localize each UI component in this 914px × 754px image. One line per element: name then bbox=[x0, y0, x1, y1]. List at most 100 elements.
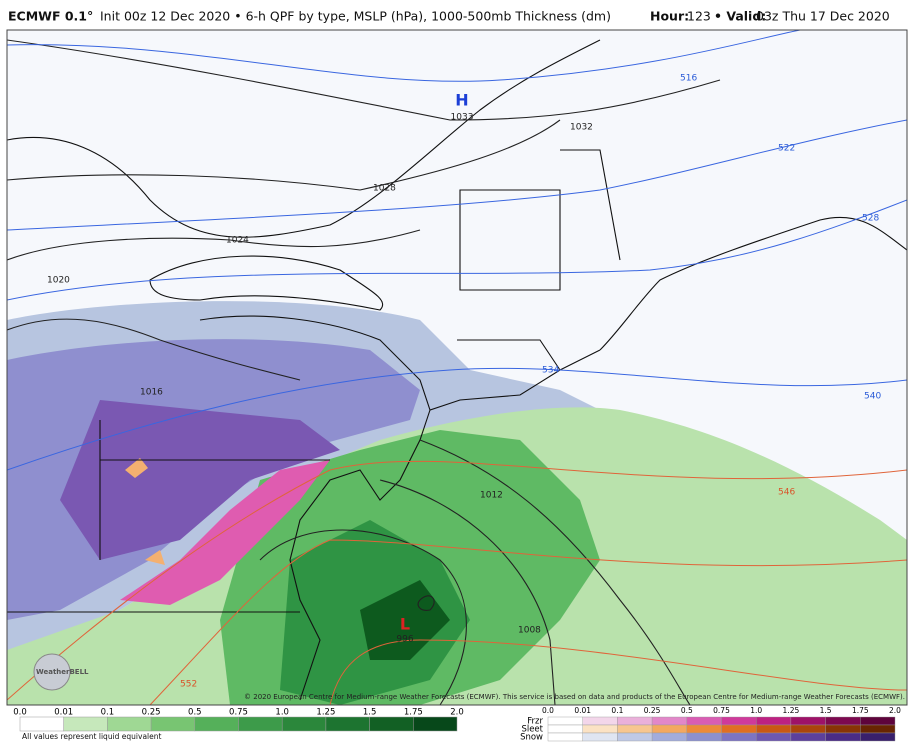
mix-color-bin bbox=[547, 724, 583, 734]
mix-color-bin bbox=[860, 724, 896, 734]
isobar-label: 1008 bbox=[518, 626, 541, 636]
mix-tick-label: 0.1 bbox=[611, 706, 623, 715]
isobar-label: 1024 bbox=[226, 236, 249, 246]
isobar-label: 1032 bbox=[570, 123, 593, 133]
thickness-cold bbox=[7, 30, 907, 471]
rain-tick-label: 1.75 bbox=[404, 708, 423, 718]
mix-color-bin bbox=[790, 724, 826, 734]
mix-color-bin bbox=[756, 732, 792, 742]
mix-tick-label: 0.75 bbox=[713, 706, 730, 715]
isobar-label: 1020 bbox=[47, 276, 70, 286]
map: H 1033 L 996 1032 1028 1024 1020 1016 10… bbox=[6, 29, 908, 706]
isobar-label: 1012 bbox=[480, 491, 503, 501]
mix-color-bin bbox=[582, 724, 618, 734]
mix-tick-label: 0.01 bbox=[574, 706, 591, 715]
logo bbox=[33, 653, 71, 691]
mix-color-bin bbox=[860, 716, 896, 726]
mix-color-bin bbox=[756, 716, 792, 726]
mix-color-bin bbox=[582, 716, 618, 726]
isobar-label: 1028 bbox=[373, 184, 396, 194]
valid-label: • Valid: bbox=[714, 9, 766, 24]
mix-color-bin bbox=[651, 732, 687, 742]
mix-color-bin bbox=[651, 724, 687, 734]
mix-tick-label: 0.25 bbox=[644, 706, 661, 715]
copyright: © 2020 European Centre for Medium-range … bbox=[244, 693, 905, 701]
mix-color-bin bbox=[825, 732, 861, 742]
rain-tick-label: 0.25 bbox=[142, 708, 161, 718]
rain-color-bin bbox=[150, 716, 196, 732]
mix-color-bin bbox=[721, 724, 757, 734]
mix-color-bin bbox=[721, 716, 757, 726]
rain-tick-label: 2.0 bbox=[450, 708, 464, 718]
mix-row-label: Sleet bbox=[521, 725, 543, 735]
mix-color-bin bbox=[547, 716, 583, 726]
mix-color-bin bbox=[617, 724, 653, 734]
isobars bbox=[7, 39, 721, 705]
mix-color-bin bbox=[756, 724, 792, 734]
high-symbol: H bbox=[455, 91, 468, 110]
rain-color-bin bbox=[325, 716, 370, 732]
mix-tick-label: 0.0 bbox=[542, 706, 554, 715]
mix-color-bin bbox=[825, 724, 861, 734]
mix-color-bin bbox=[825, 716, 861, 726]
mix-color-bin bbox=[617, 732, 653, 742]
thickness-label: 528 bbox=[862, 214, 879, 224]
isobar-label: 1016 bbox=[140, 388, 163, 398]
rain-tick-label: 0.75 bbox=[229, 708, 248, 718]
mix-row-label: Frzr bbox=[527, 717, 543, 727]
mix-color-bin bbox=[860, 732, 896, 742]
map-description: Init 00z 12 Dec 2020 • 6-h QPF by type, … bbox=[100, 9, 611, 24]
coastlines bbox=[7, 39, 907, 701]
rain-color-bin bbox=[63, 716, 108, 732]
mix-tick-label: 2.0 bbox=[889, 706, 901, 715]
high-pressure: 1033 bbox=[451, 113, 474, 123]
freezing-rain bbox=[120, 460, 330, 605]
mix-tick-label: 1.25 bbox=[783, 706, 800, 715]
mix-color-bin bbox=[686, 724, 722, 734]
hour-value: 123 bbox=[687, 9, 711, 24]
map-frame bbox=[6, 29, 908, 706]
rain-color-bin bbox=[281, 716, 327, 732]
mix-color-bin bbox=[651, 716, 687, 726]
mix-color-bin bbox=[686, 732, 722, 742]
mix-color-bin bbox=[790, 732, 826, 742]
mix-color-bin bbox=[547, 732, 583, 742]
mix-color-bin bbox=[617, 716, 653, 726]
mix-color-bin bbox=[721, 732, 757, 742]
mix-color-bin bbox=[790, 716, 826, 726]
rain-tick-label: 1.0 bbox=[275, 708, 289, 718]
thickness-warm bbox=[7, 460, 907, 705]
valid-value: 03z Thu 17 Dec 2020 bbox=[756, 9, 890, 24]
sleet bbox=[125, 458, 165, 565]
low-symbol: L bbox=[400, 615, 410, 634]
thickness-label: 534 bbox=[542, 366, 559, 376]
rain-color-bin bbox=[369, 716, 414, 732]
low-pressure: 996 bbox=[396, 635, 413, 645]
mix-tick-label: 1.5 bbox=[820, 706, 832, 715]
rain-color-bin bbox=[413, 716, 458, 732]
thickness-label: 522 bbox=[778, 144, 795, 154]
rain-tick-label: 0.1 bbox=[101, 708, 115, 718]
thickness-label: 540 bbox=[864, 392, 881, 402]
mix-tick-label: 0.5 bbox=[681, 706, 693, 715]
rain-color-bin bbox=[194, 716, 239, 732]
rain-color-bin bbox=[238, 716, 283, 732]
legend-note: All values represent liquid equivalent bbox=[22, 732, 161, 741]
thickness-label: 546 bbox=[778, 488, 795, 498]
thickness-label: 516 bbox=[680, 74, 697, 84]
mix-tick-label: 1.0 bbox=[750, 706, 762, 715]
hour-label: Hour: bbox=[650, 9, 689, 24]
logo-text: WeatherBELL bbox=[36, 668, 89, 676]
rain-tick-label: 1.25 bbox=[316, 708, 335, 718]
mix-row-label: Snow bbox=[520, 733, 543, 743]
rain-tick-label: 1.5 bbox=[363, 708, 377, 718]
rain-tick-label: 0.5 bbox=[188, 708, 202, 718]
model-name: ECMWF 0.1° bbox=[8, 9, 93, 24]
rain-color-bin bbox=[19, 716, 64, 732]
snow-heavy bbox=[60, 400, 340, 560]
rain-tick-label: 0.01 bbox=[54, 708, 73, 718]
mix-color-bin bbox=[686, 716, 722, 726]
rain-color-bin bbox=[107, 716, 152, 732]
thickness-label: 552 bbox=[180, 680, 197, 690]
